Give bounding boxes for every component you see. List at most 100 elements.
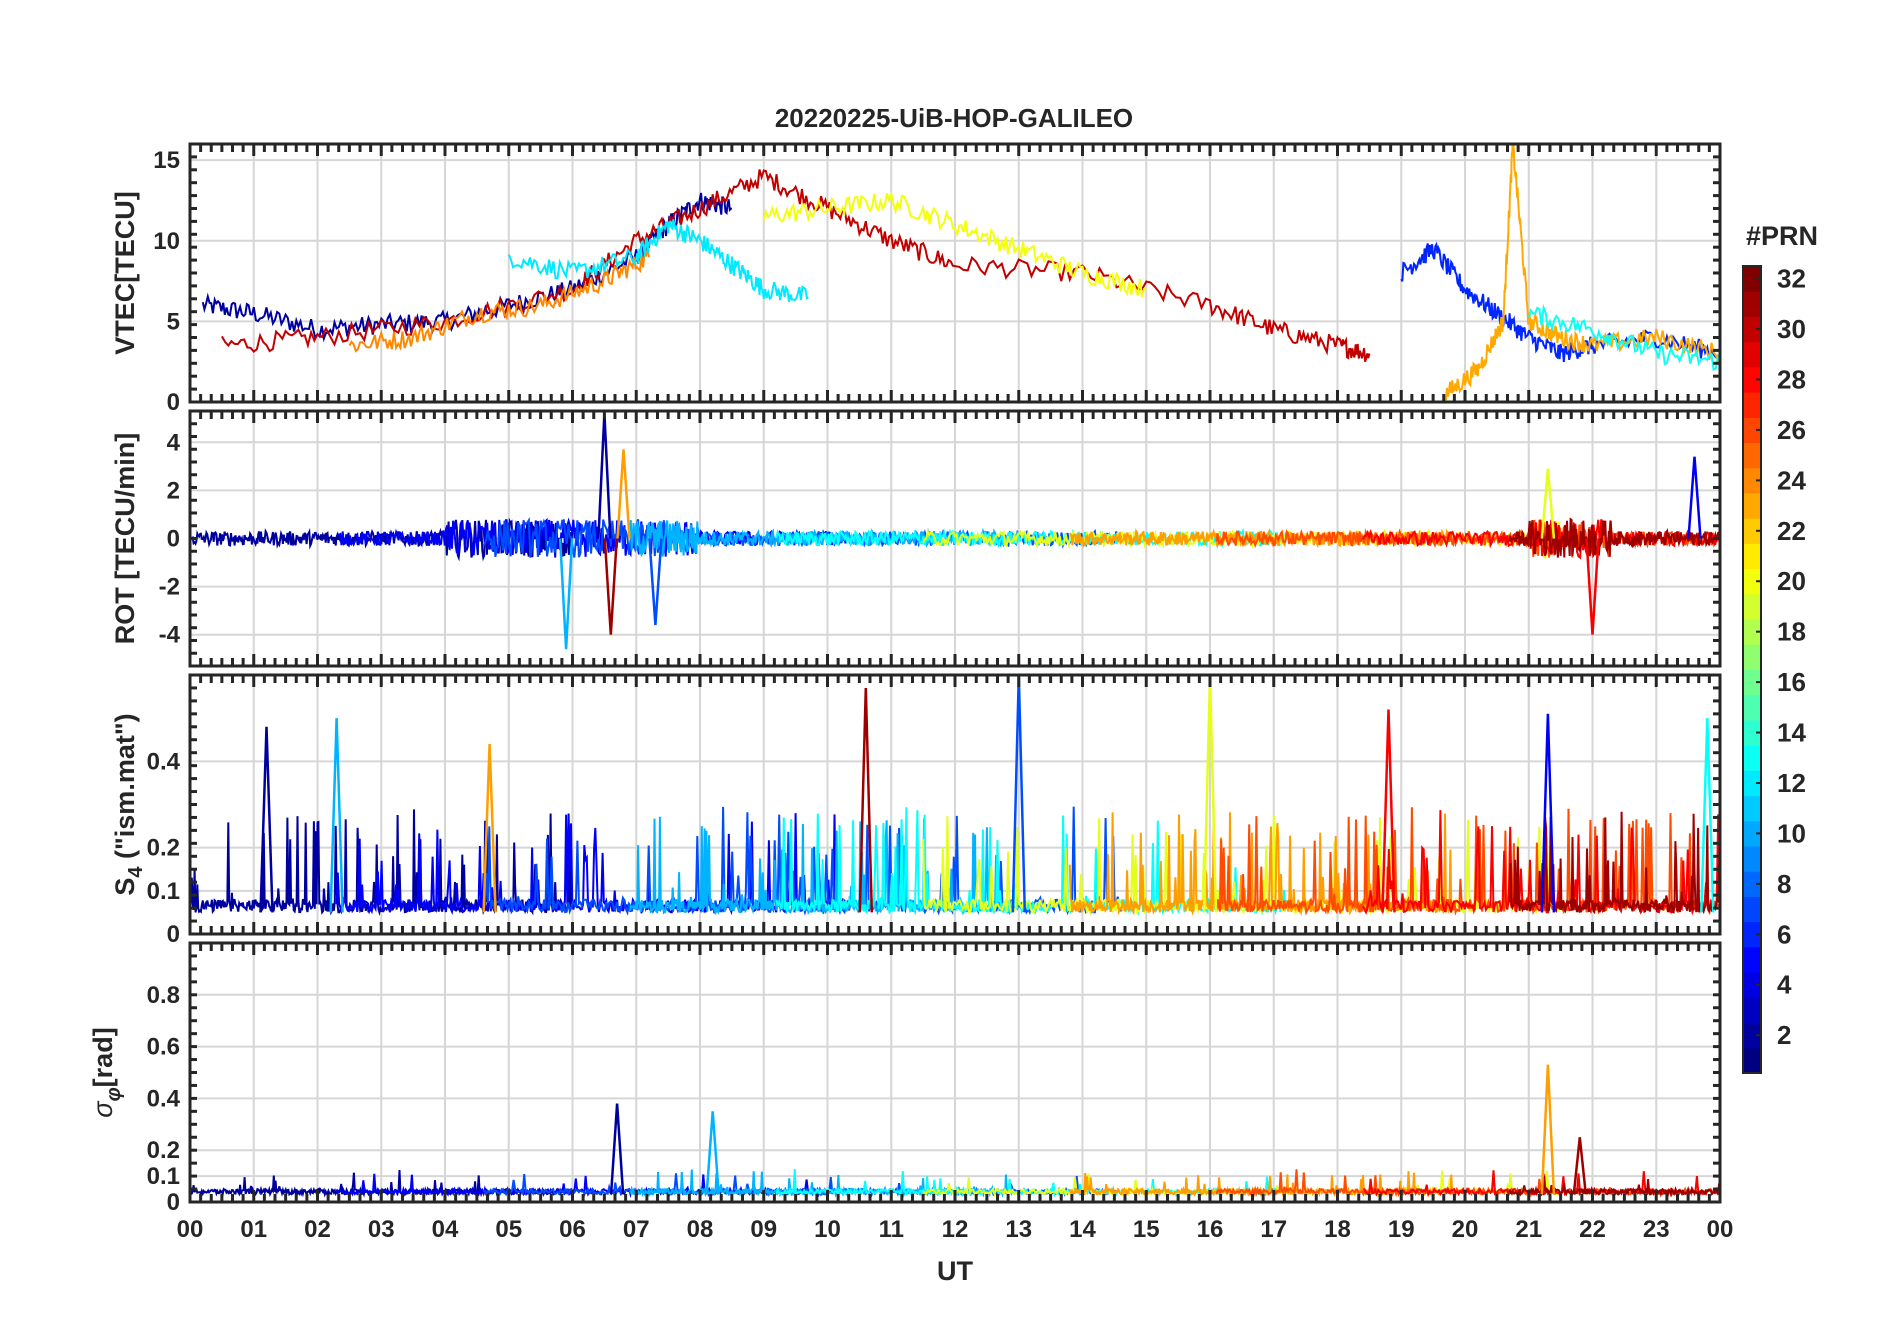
series-line bbox=[1400, 241, 1720, 363]
colorbar-tick-label: 6 bbox=[1777, 919, 1791, 949]
x-tick-label: 01 bbox=[240, 1216, 267, 1243]
y-axis-label: σφ[rad] bbox=[88, 1027, 125, 1117]
colorbar-tick-label: 12 bbox=[1777, 768, 1806, 798]
x-tick-label: 21 bbox=[1515, 1216, 1542, 1243]
peak-mark bbox=[609, 1103, 625, 1195]
series-line bbox=[482, 1173, 1122, 1198]
y-tick-label: 0 bbox=[167, 1189, 180, 1216]
series-line bbox=[1508, 517, 1720, 559]
colorbar-tick-label: 14 bbox=[1777, 718, 1806, 748]
series-line bbox=[507, 219, 809, 303]
colorbar-cell bbox=[1743, 795, 1761, 822]
colorbar-tick-label: 26 bbox=[1777, 415, 1806, 445]
x-tick-label: 18 bbox=[1324, 1216, 1351, 1243]
colorbar-tick-label: 4 bbox=[1777, 970, 1792, 1000]
x-tick-label: 22 bbox=[1579, 1216, 1606, 1243]
y-tick-label: 15 bbox=[153, 147, 180, 174]
x-tick-label: 20 bbox=[1452, 1216, 1479, 1243]
x-tick-label: 15 bbox=[1133, 1216, 1160, 1243]
y-tick-label: 10 bbox=[153, 228, 180, 255]
colorbar-tick-label: 24 bbox=[1777, 465, 1806, 495]
y-tick-label: 4 bbox=[167, 429, 181, 456]
x-tick-label: 03 bbox=[368, 1216, 395, 1243]
y-tick-label: 0.4 bbox=[147, 748, 181, 775]
x-tick-label: 00 bbox=[177, 1216, 204, 1243]
colorbar-cell bbox=[1743, 669, 1761, 696]
colorbar-tick-label: 8 bbox=[1777, 869, 1791, 899]
colorbar-cell bbox=[1743, 518, 1761, 544]
colorbar-cell bbox=[1743, 467, 1761, 494]
colorbar-tick-label: 30 bbox=[1777, 314, 1806, 344]
y-tick-label: 0 bbox=[167, 389, 180, 416]
colorbar-tick-label: 20 bbox=[1777, 566, 1806, 596]
colorbar-cell bbox=[1743, 644, 1761, 670]
x-tick-label: 23 bbox=[1643, 1216, 1670, 1243]
colorbar-cell bbox=[1743, 291, 1761, 317]
colorbar-tick-label: 18 bbox=[1777, 617, 1806, 647]
colorbar-cell bbox=[1743, 392, 1761, 418]
y-tick-label: 0.8 bbox=[147, 982, 180, 1009]
colorbar-tick-label: 2 bbox=[1777, 1020, 1791, 1050]
colorbar-cell bbox=[1743, 820, 1761, 847]
colorbar-cell bbox=[1743, 846, 1761, 872]
panel-rot: -4 -2 0 2 4 ROT [TECU/min] bbox=[110, 409, 1722, 668]
colorbar-cell bbox=[1743, 770, 1761, 797]
y-tick-label: 2 bbox=[167, 477, 180, 504]
colorbar-cell bbox=[1743, 997, 1761, 1024]
y-axis-label: VTEC[TECU] bbox=[110, 191, 140, 355]
y-tick-label: -4 bbox=[159, 622, 181, 649]
peak-mark bbox=[597, 413, 612, 539]
colorbar-cell bbox=[1743, 341, 1761, 368]
y-tick-label: 0.1 bbox=[147, 1163, 180, 1190]
y-tick-label: 0.6 bbox=[147, 1034, 180, 1061]
series-line bbox=[1215, 519, 1720, 558]
peak-mark bbox=[482, 744, 497, 913]
colorbar-cell bbox=[1743, 1022, 1761, 1049]
colorbar-cell bbox=[1743, 921, 1761, 948]
peak-mark bbox=[616, 449, 631, 539]
peak-mark bbox=[1540, 713, 1556, 913]
x-tick-label: 16 bbox=[1197, 1216, 1224, 1243]
x-tick-label: 04 bbox=[432, 1216, 459, 1243]
y-axis-label: ROT [TECU/min] bbox=[110, 433, 140, 644]
data-s4 bbox=[190, 675, 1720, 916]
colorbar-cell bbox=[1743, 719, 1761, 746]
peak-mark bbox=[1011, 675, 1027, 913]
colorbar-tick-label: 28 bbox=[1777, 364, 1806, 394]
panel-s4: 0 0.1 0.2 0.4S4 ("ism.mat") bbox=[110, 673, 1722, 948]
colorbar-cell bbox=[1743, 694, 1761, 721]
colorbar-cell bbox=[1743, 366, 1761, 393]
x-tick-label: 02 bbox=[304, 1216, 331, 1243]
colorbar-cell bbox=[1743, 871, 1761, 897]
colorbar-cell bbox=[1743, 896, 1761, 923]
y-tick-label: 0.1 bbox=[147, 878, 180, 905]
peak-mark bbox=[1202, 675, 1218, 913]
colorbar-tick-label: 22 bbox=[1777, 516, 1806, 546]
colorbar-cell bbox=[1743, 972, 1761, 998]
colorbar-cell bbox=[1743, 417, 1761, 444]
series-line bbox=[762, 190, 1147, 298]
peak-mark bbox=[1687, 456, 1702, 539]
colorbar-tick-label: 16 bbox=[1777, 667, 1806, 697]
y-tick-label: 0.2 bbox=[147, 835, 180, 862]
series-line bbox=[348, 249, 650, 353]
colorbar-cell bbox=[1743, 568, 1761, 595]
series-line bbox=[1527, 303, 1720, 372]
peak-mark bbox=[1700, 718, 1715, 913]
peak-mark bbox=[259, 726, 274, 913]
peak-mark bbox=[1540, 468, 1556, 539]
colorbar-tick-label: 10 bbox=[1777, 818, 1806, 848]
y-tick-label: 0 bbox=[167, 526, 180, 553]
data-vtec bbox=[201, 144, 1720, 401]
colorbar-cell bbox=[1743, 593, 1761, 620]
x-tick-label: 05 bbox=[495, 1216, 522, 1243]
x-axis-label: UT bbox=[937, 1256, 973, 1286]
y-tick-label: -2 bbox=[159, 574, 180, 601]
x-tick-label: 08 bbox=[687, 1216, 714, 1243]
y-tick-label: 5 bbox=[167, 308, 180, 335]
chart-title: 20220225-UiB-HOP-GALILEO bbox=[775, 103, 1133, 133]
colorbar-frame bbox=[1742, 265, 1762, 1074]
x-tick-label: 12 bbox=[942, 1216, 969, 1243]
